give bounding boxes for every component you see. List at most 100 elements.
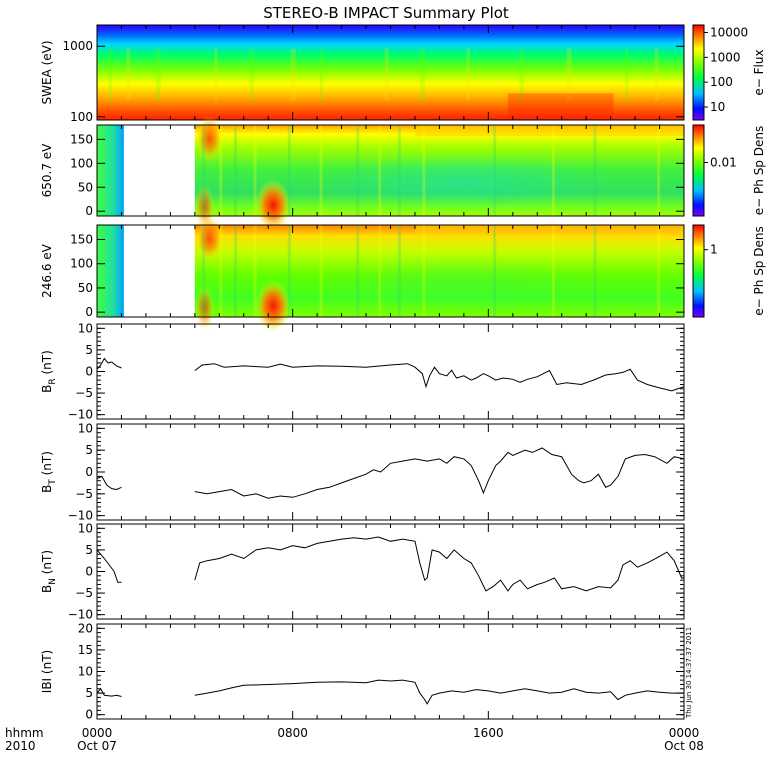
br-series-line [194,363,685,392]
y-tick-label: 10 [78,521,93,535]
swea-streak [126,48,131,101]
generation-timestamp: Thu Jun 30 14:37:37 2011 [685,627,693,719]
pad246-streak [233,225,237,317]
x-axis-year-label: 2010 [5,739,36,753]
y-tick-label: 50 [78,180,93,194]
y-tick-label: 150 [70,233,93,247]
colorbar-tick-label: 1000 [710,50,741,64]
swea-streak [566,48,572,101]
x-tick-label: 0800 [277,726,308,740]
pad650-streak [253,125,257,216]
swea-streak [384,48,389,101]
x-tick-label: 0000 [669,726,700,740]
bmag-y-label: IBI (nT) [40,650,54,693]
y-tick-label: 0 [85,708,93,722]
y-tick-label: 0 [85,565,93,579]
pad246-streak [593,225,597,317]
colorbar-tick-label: 1 [710,243,718,257]
pad246-streak [253,225,257,317]
y-tick-label: −5 [75,586,93,600]
pad246-hotspot [195,215,224,262]
y-tick-label: −10 [68,608,93,622]
bt-series-line [194,447,685,499]
colorbar-tick-label: 100 [710,75,733,89]
swea-enhancement [507,93,614,120]
pad246-hotspot [255,280,292,332]
br-frame [96,323,685,420]
pad650-pre-gap-data [97,125,124,216]
colorbar-tick-label: 10000 [710,25,748,39]
colorbar-tick-label: 0.01 [710,155,737,169]
y-tick-label: 5 [85,686,93,700]
pad650-streak [657,125,661,216]
pad246-colorbar [692,224,705,318]
y-tick-label: 10 [78,421,93,435]
bn-series-line [194,536,684,592]
swea-streak [290,48,296,101]
bmag-series-line [96,687,122,697]
pad650-hotspot [195,115,224,162]
y-tick-label: 0 [85,305,93,319]
panel-pad246: 1 e− Ph Sp Dens 0 50 100 150 246.6 eV [40,215,766,332]
swea-streak [466,48,470,101]
panel-bt: −10 −5 0 5 10 BT (nT) [40,421,685,523]
y-tick-label: 0 [85,465,93,479]
bmag-frame [96,623,685,720]
x-tick-label: 1600 [473,726,504,740]
pad650-streak [233,125,237,216]
y-tick-label: 100 [70,156,93,170]
pad650-streak [202,125,206,216]
pad650-hotspot [255,179,292,231]
y-tick-label: −5 [75,386,93,400]
y-tick-label: −10 [68,408,93,422]
pad650-streak [551,125,555,216]
pad650-streak [378,125,382,216]
y-tick-label: 5 [85,543,93,557]
pad246-y-label: 246.6 eV [40,243,54,298]
x-tick-label: 0000 [82,726,113,740]
swea-streak [214,48,218,101]
y-tick-label: 10 [78,321,93,335]
swea-streak [320,48,324,101]
y-tick-label: 0 [85,365,93,379]
swea-streak [108,48,112,101]
y-tick-label: 20 [78,621,93,635]
colorbar-label: e− Flux [752,49,766,95]
br-series-line [96,357,122,370]
swea-colorbar [692,24,705,121]
y-tick-label: 100 [70,110,93,124]
swea-streak [519,48,524,101]
pad650-streak [397,125,401,216]
bt-y-label: BT (nT) [40,451,58,493]
pad650-streak [356,125,360,216]
pad246-hotspot [194,284,215,331]
y-tick-label: −10 [68,509,93,523]
pad246-streak [551,225,555,317]
pad650-streak [593,125,597,216]
pad246-streak [397,225,401,317]
colorbar-tick-label: 10 [710,100,725,114]
bt-frame [96,423,685,521]
pad650-streak [493,125,497,216]
swea-streak [419,48,425,101]
pad650-streak [319,125,323,216]
y-tick-label: 50 [78,281,93,295]
br-y-label: BR (nT) [40,350,58,393]
pad246-streak [657,225,661,317]
panel-bn: −10 −5 0 5 10 BN (nT) [40,521,685,622]
pad650-streak [287,125,291,216]
pad246-streak [493,225,497,317]
swea-streak [654,48,659,101]
bn-y-label: BN (nT) [40,550,58,593]
bn-series-line [96,549,122,583]
pad246-streak [378,225,382,317]
panel-swea: 10 100 1000 10000 e− Flux 100 1000 SWEA (eV) [40,24,766,124]
pad246-strahl-band [414,225,684,237]
pad246-streak [356,225,360,317]
pad650-y-label: 650.7 eV [40,143,54,198]
pad246-streak [202,225,206,317]
panel-bmag: 0 5 10 15 20 IBI (nT) [40,621,685,722]
pad650-colorbar [692,124,705,217]
panel-br: −10 −5 0 5 10 BR (nT) [40,321,685,422]
